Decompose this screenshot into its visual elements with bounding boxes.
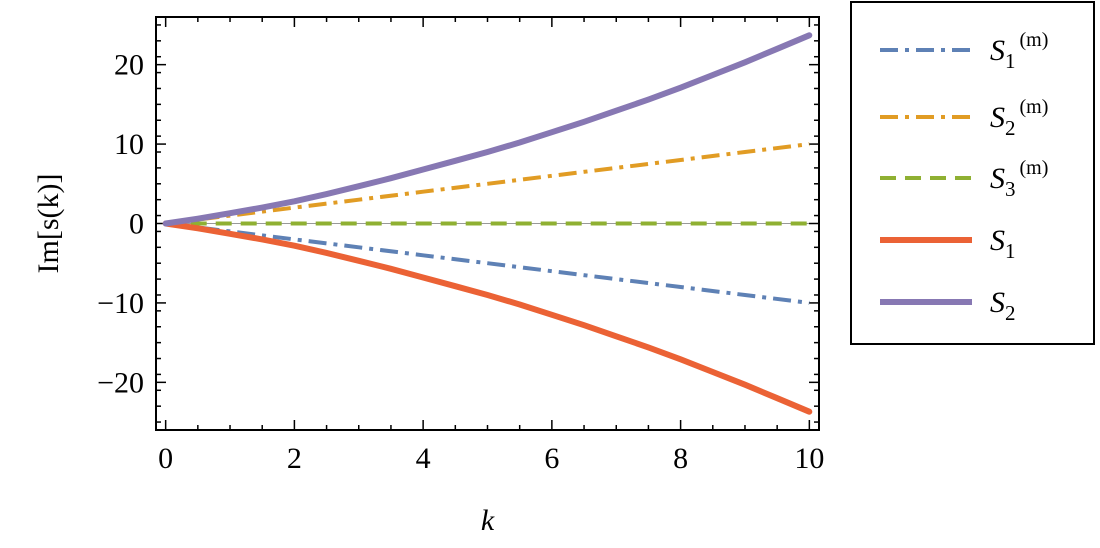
legend-label: S2 <box>990 286 1016 325</box>
series-line-1 <box>165 221 810 305</box>
x-tick-label: 10 <box>794 442 824 475</box>
x-tick-label: 0 <box>158 442 173 475</box>
y-tick-label: 10 <box>114 128 144 161</box>
x-tick-label: 4 <box>416 442 431 475</box>
series-line-5 <box>162 32 813 227</box>
y-tick-label: 20 <box>114 49 144 82</box>
x-tick-label: 2 <box>287 442 302 475</box>
legend-label: S1 <box>990 224 1016 263</box>
y-tick-label: −10 <box>97 287 144 320</box>
x-tick-label: 6 <box>544 442 559 475</box>
y-axis-label: Im[s(k)] <box>32 174 65 274</box>
legend-label: S2(m) <box>990 96 1048 140</box>
plot-area: 0 2 4 6 8 10 −20 −10 0 10 20 <box>97 16 824 475</box>
legend-label: S3(m) <box>990 157 1048 201</box>
x-tick-label: 8 <box>673 442 688 475</box>
y-tick-label: −20 <box>97 366 144 399</box>
legend: S1(m) S2(m) S3(m) S1 S2 <box>850 1 1095 345</box>
series-line-2 <box>165 142 810 226</box>
series-line-4 <box>162 220 813 415</box>
x-axis-label: k <box>481 504 495 537</box>
legend-label: S1(m) <box>990 29 1048 73</box>
y-tick-label: 0 <box>129 208 144 241</box>
legend-box <box>850 1 1095 345</box>
